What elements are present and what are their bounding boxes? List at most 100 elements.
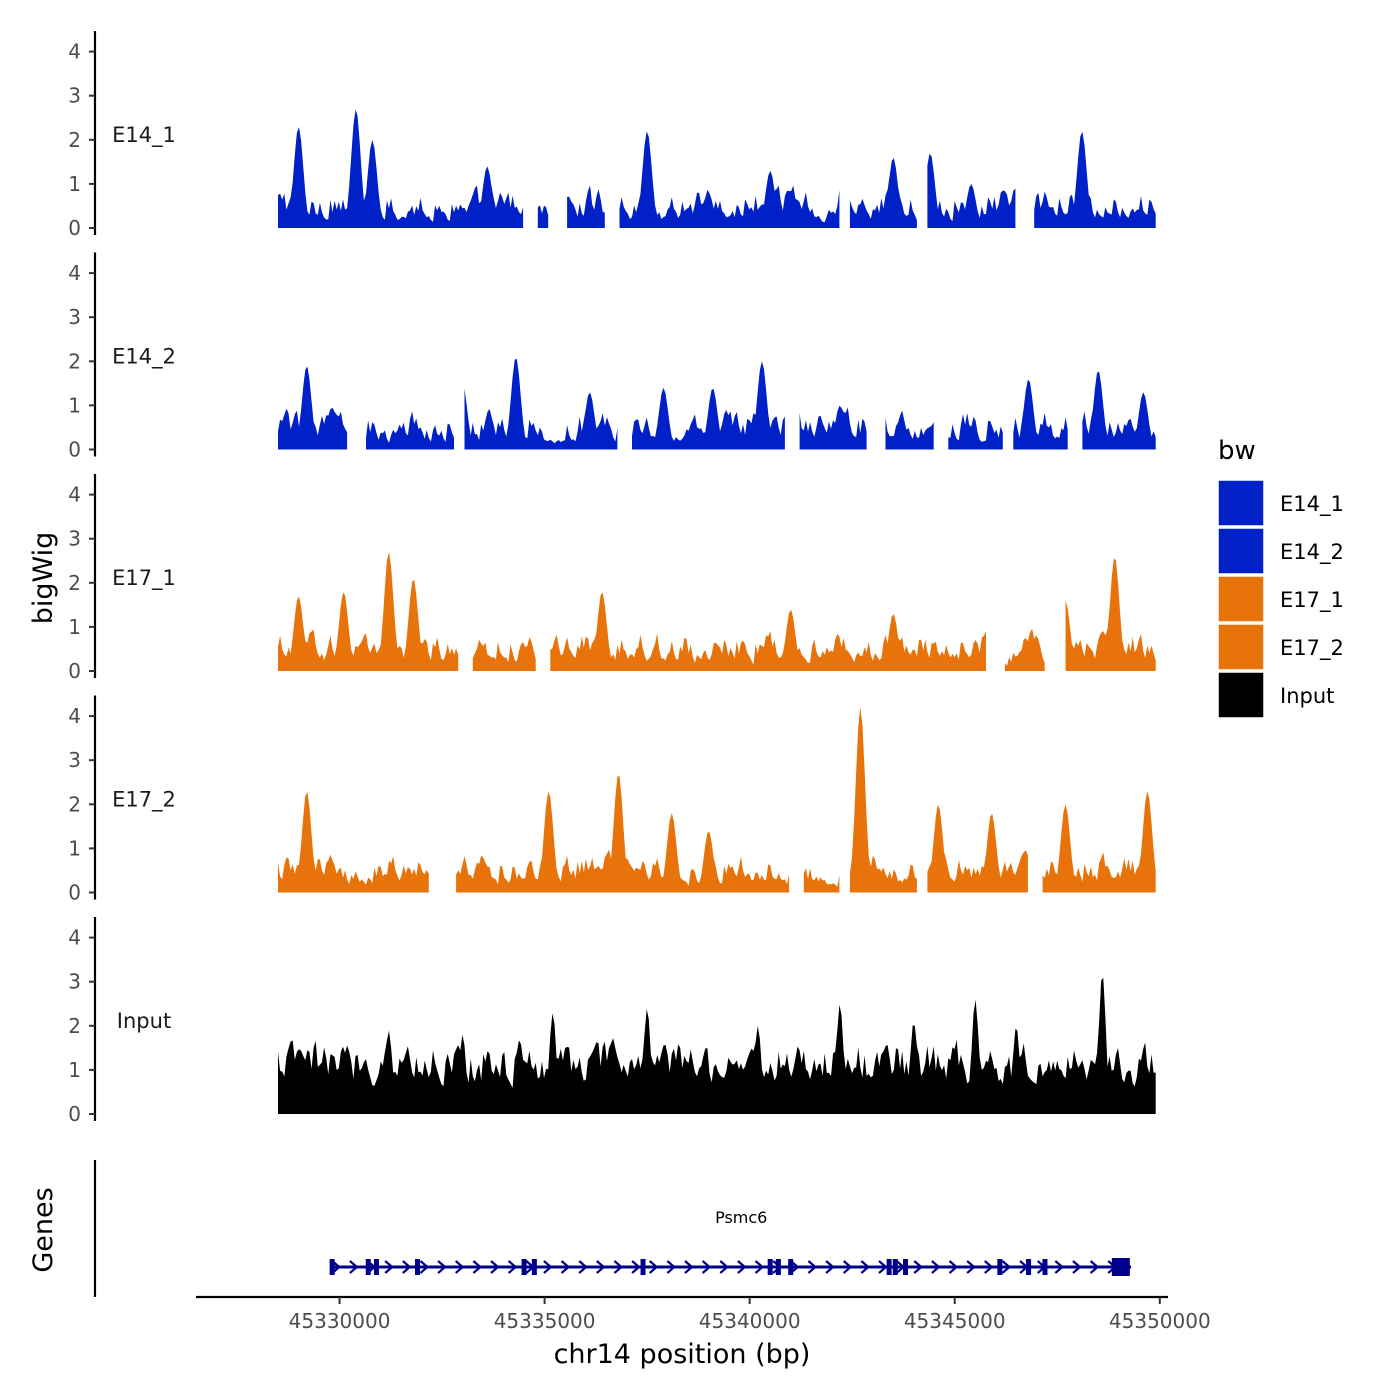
strand-arrow <box>613 1260 624 1274</box>
legend-swatch-E14_2 <box>1217 527 1265 575</box>
strand-arrow <box>948 1260 959 1274</box>
strand-arrow <box>1054 1260 1065 1274</box>
strand-arrow <box>472 1260 483 1274</box>
gene-track-title: Genes <box>28 1187 59 1272</box>
strand-arrow <box>825 1260 835 1274</box>
track-label: Input <box>117 1009 171 1033</box>
strand-arrow <box>719 1260 729 1274</box>
y-tick-label: 0 <box>68 1102 81 1126</box>
strand-arrow <box>913 1260 923 1274</box>
y-tick-label: 3 <box>68 527 81 551</box>
legend-swatch-E14_1 <box>1217 479 1265 527</box>
strand-arrow <box>490 1260 500 1274</box>
exon <box>365 1259 371 1275</box>
strand-arrow <box>1001 1260 1012 1274</box>
strand-arrow <box>402 1260 412 1274</box>
strand-arrow <box>754 1260 765 1274</box>
y-tick-label: 4 <box>68 704 81 728</box>
strand-arrow <box>737 1260 747 1274</box>
gene-track: Psmc6 <box>93 1160 1132 1297</box>
exon <box>1042 1259 1048 1275</box>
track-E14_1: 0 1 2 3 4 E14_1 <box>68 31 1156 240</box>
y-tick-label: 2 <box>68 349 81 373</box>
gene-name-label: Psmc6 <box>715 1208 767 1227</box>
strand-arrow <box>807 1260 818 1274</box>
strand-arrow <box>1072 1260 1082 1274</box>
strand-arrow <box>1089 1260 1100 1274</box>
y-tick-label: 2 <box>68 571 81 595</box>
strand-arrow <box>543 1260 553 1274</box>
legend-swatch-E17_1 <box>1217 575 1265 623</box>
strand-arrow <box>966 1260 976 1274</box>
coverage-area-Input <box>278 978 1156 1114</box>
strand-arrow <box>454 1260 465 1274</box>
exon <box>775 1259 781 1275</box>
exon <box>373 1259 379 1275</box>
coverage-area-E17_1 <box>278 552 1156 671</box>
y-tick-label: 2 <box>68 1014 81 1038</box>
track-E17_1: 0 1 2 3 4 E17_1 <box>68 474 1156 683</box>
coverage-area-E17_2 <box>278 707 1156 893</box>
x-axis-title: chr14 position (bp) <box>554 1339 811 1370</box>
coverage-tracks: 0 1 2 3 4 E14_1 0 1 2 3 4 E14_2 0 1 2 3 4 E17_1 0 1 2 3 4 E17_2… <box>68 31 1156 1126</box>
y-tick-label: 4 <box>68 483 81 507</box>
x-tick-label: 45345000 <box>904 1309 1006 1333</box>
strand-arrow <box>931 1260 941 1274</box>
strand-arrow <box>560 1260 571 1274</box>
strand-arrow <box>596 1260 606 1274</box>
x-tick-label: 45330000 <box>289 1309 391 1333</box>
exon <box>640 1259 646 1275</box>
exon <box>1111 1258 1130 1276</box>
x-tick-label: 45350000 <box>1109 1309 1211 1333</box>
strand-arrow <box>631 1260 641 1274</box>
legend-label-E17_2: E17_2 <box>1280 636 1344 661</box>
legend-label-E17_1: E17_1 <box>1280 588 1344 613</box>
legend-swatch-E17_2 <box>1217 623 1265 671</box>
strand-arrow <box>666 1260 677 1274</box>
legend-label-E14_1: E14_1 <box>1280 492 1344 517</box>
x-axis: 45330000 45335000 45340000 45345000 45350000 <box>196 1295 1211 1333</box>
strand-arrow <box>648 1260 659 1274</box>
exon <box>414 1259 420 1275</box>
strand-arrow <box>701 1260 712 1274</box>
legend: bw E14_1 E14_2 E17_1 E17_2 Input <box>1217 436 1344 719</box>
y-tick-label: 1 <box>68 393 81 417</box>
y-tick-label: 0 <box>68 216 81 240</box>
exon <box>886 1259 892 1275</box>
strand-arrow <box>349 1260 359 1274</box>
track-label: E17_1 <box>112 566 176 591</box>
y-tick-label: 0 <box>68 881 81 905</box>
y-tick-label: 1 <box>68 615 81 639</box>
y-tick-label: 2 <box>68 128 81 152</box>
track-label: E17_2 <box>112 788 176 813</box>
strand-arrow <box>384 1260 394 1274</box>
exon <box>903 1259 909 1275</box>
y-tick-label: 4 <box>68 261 81 285</box>
exon <box>521 1259 527 1275</box>
strand-arrow <box>860 1260 871 1274</box>
y-tick-label: 1 <box>68 172 81 196</box>
exon <box>767 1259 773 1275</box>
y-tick-label: 4 <box>68 40 81 64</box>
x-tick-label: 45340000 <box>699 1309 801 1333</box>
y-tick-label: 0 <box>68 438 81 462</box>
track-Input: 0 1 2 3 4 Input <box>68 917 1156 1126</box>
track-label: E14_2 <box>112 345 176 370</box>
y-axis-title: bigWig <box>28 532 59 625</box>
track-E14_2: 0 1 2 3 4 E14_2 <box>68 252 1156 462</box>
exon <box>892 1259 898 1275</box>
exon <box>788 1259 794 1275</box>
strand-arrow <box>507 1260 518 1274</box>
strand-arrow <box>684 1260 694 1274</box>
y-tick-label: 3 <box>68 84 81 108</box>
exon <box>329 1259 335 1275</box>
legend-label-E14_2: E14_2 <box>1280 540 1344 565</box>
x-tick-label: 45335000 <box>494 1309 596 1333</box>
strand-arrow <box>578 1260 588 1274</box>
legend-label-Input: Input <box>1280 684 1334 708</box>
y-tick-label: 4 <box>68 926 81 950</box>
track-E17_2: 0 1 2 3 4 E17_2 <box>68 695 1156 905</box>
y-tick-label: 3 <box>68 305 81 329</box>
y-tick-label: 2 <box>68 792 81 816</box>
strand-arrow <box>984 1260 994 1274</box>
